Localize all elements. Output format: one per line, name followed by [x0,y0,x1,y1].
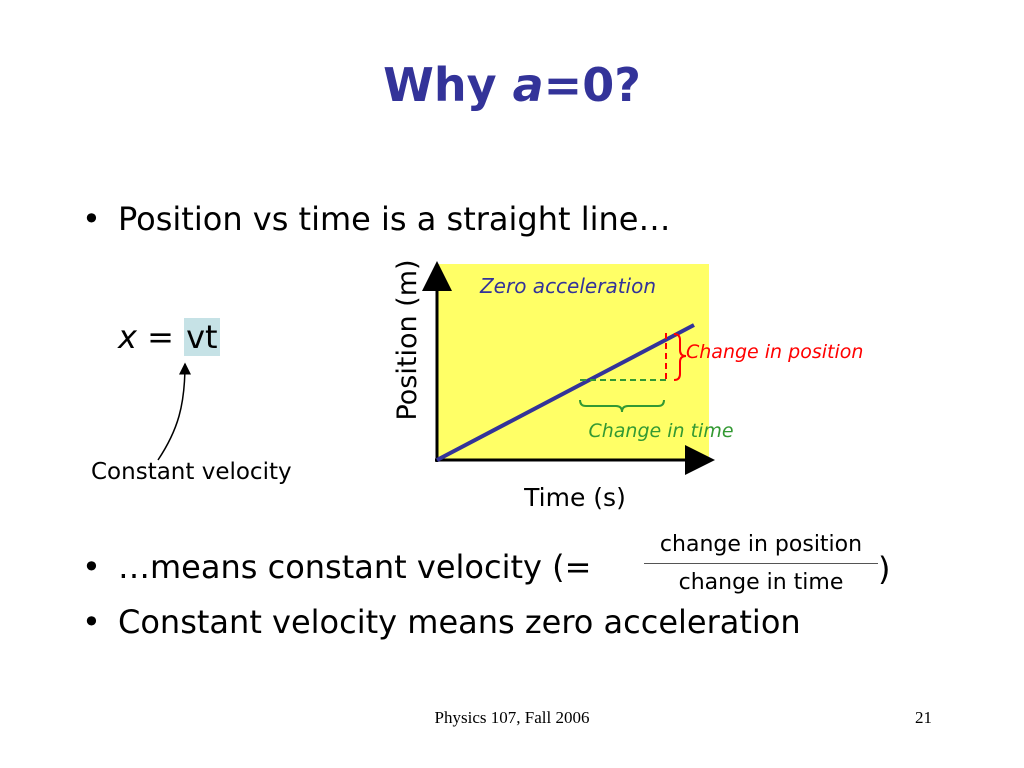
position-brace [673,333,687,381]
bullet-text-3: Constant velocity means zero acceleratio… [118,603,801,641]
constant-velocity-label: Constant velocity [91,459,292,485]
equation-rhs: vt [184,318,220,356]
slide-title: Why a=0? [0,58,1024,112]
bullet-marker: • [82,548,101,586]
bullet-line-1: • Position vs time is a straight line… [82,200,670,238]
footer-course: Physics 107, Fall 2006 [434,708,590,727]
footer-page-number: 21 [915,708,932,727]
title-suffix: =0? [543,58,641,112]
fraction-bar [644,563,878,564]
bullet-marker: • [82,603,101,641]
closing-paren: ) [878,550,891,588]
plot-area [437,264,709,460]
equation-variable: x [118,318,137,356]
time-brace [579,399,665,413]
title-variable: a [512,58,544,112]
fraction-denominator: change in time [678,570,844,595]
equation-equals: = [136,318,185,356]
bullet-line-3: • Constant velocity means zero accelerati… [82,603,801,641]
bullet-marker: • [82,200,101,238]
x-axis-label: Time (s) [523,483,626,512]
zero-acceleration-label: Zero acceleration [479,274,656,298]
velocity-fraction: change in position change in time [644,530,878,598]
series-line [436,323,695,462]
title-prefix: Why [383,58,513,112]
y-axis-label: Position (m) [392,259,423,420]
change-in-time-label: Change in time [588,420,733,442]
equation: x = vt [118,318,220,356]
fraction-numerator: change in position [659,532,863,557]
pointer-arrow [157,362,191,461]
bullet-text-2: …means constant velocity (= [118,548,592,586]
bullet-text-1: Position vs time is a straight line… [118,200,671,238]
bullet-line-2: • …means constant velocity (= [82,548,591,586]
change-in-position-label: Change in position [686,341,863,363]
